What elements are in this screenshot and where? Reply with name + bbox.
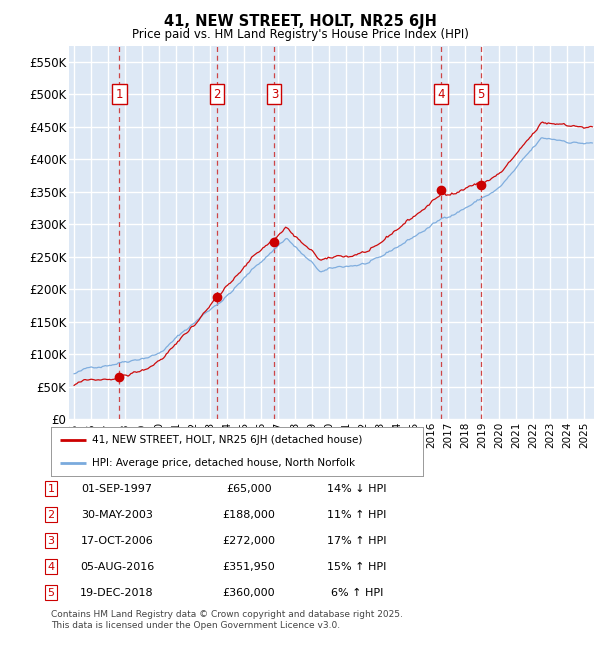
Text: 05-AUG-2016: 05-AUG-2016 (80, 562, 154, 572)
Text: 11% ↑ HPI: 11% ↑ HPI (328, 510, 386, 520)
Text: 14% ↓ HPI: 14% ↓ HPI (327, 484, 387, 494)
Text: 1: 1 (116, 88, 123, 101)
Text: 3: 3 (47, 536, 55, 546)
Text: 4: 4 (47, 562, 55, 572)
Text: 01-SEP-1997: 01-SEP-1997 (82, 484, 152, 494)
Text: £272,000: £272,000 (223, 536, 275, 546)
Text: 17% ↑ HPI: 17% ↑ HPI (327, 536, 387, 546)
Text: 6% ↑ HPI: 6% ↑ HPI (331, 588, 383, 598)
Text: 5: 5 (478, 88, 485, 101)
Text: £188,000: £188,000 (223, 510, 275, 520)
Text: 5: 5 (47, 588, 55, 598)
Text: £65,000: £65,000 (226, 484, 272, 494)
Text: 17-OCT-2006: 17-OCT-2006 (80, 536, 154, 546)
Text: 1: 1 (47, 484, 55, 494)
Text: HPI: Average price, detached house, North Norfolk: HPI: Average price, detached house, Nort… (92, 458, 355, 467)
Text: 30-MAY-2003: 30-MAY-2003 (81, 510, 153, 520)
Text: 2: 2 (47, 510, 55, 520)
Text: £360,000: £360,000 (223, 588, 275, 598)
Text: 4: 4 (437, 88, 445, 101)
Text: 41, NEW STREET, HOLT, NR25 6JH: 41, NEW STREET, HOLT, NR25 6JH (164, 14, 436, 29)
Text: 15% ↑ HPI: 15% ↑ HPI (328, 562, 386, 572)
Text: £351,950: £351,950 (223, 562, 275, 572)
Text: 19-DEC-2018: 19-DEC-2018 (80, 588, 154, 598)
Text: Price paid vs. HM Land Registry's House Price Index (HPI): Price paid vs. HM Land Registry's House … (131, 28, 469, 41)
Text: 41, NEW STREET, HOLT, NR25 6JH (detached house): 41, NEW STREET, HOLT, NR25 6JH (detached… (92, 436, 362, 445)
Text: 2: 2 (213, 88, 221, 101)
Text: 3: 3 (271, 88, 278, 101)
Text: Contains HM Land Registry data © Crown copyright and database right 2025.
This d: Contains HM Land Registry data © Crown c… (51, 610, 403, 630)
